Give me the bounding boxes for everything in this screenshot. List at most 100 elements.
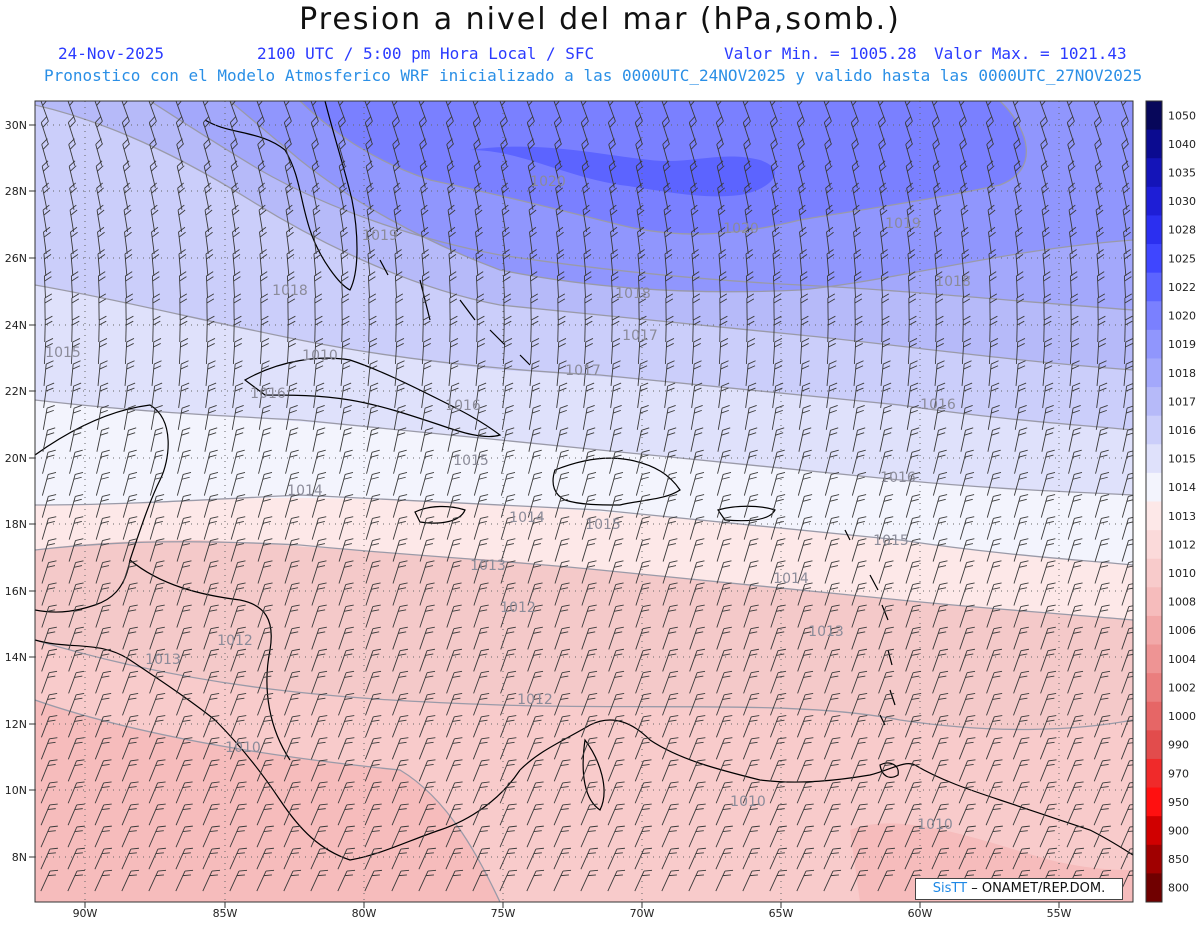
colorbar-label: 1006 [1168,624,1196,637]
wind-barb [1120,101,1129,122]
colorbar-swatch [1146,844,1162,874]
wind-barb [175,116,184,144]
wind-barb [151,338,162,365]
wind-barb [850,101,859,122]
wind-barb [610,226,618,254]
wind-barb [474,204,483,232]
wind-barb [232,249,241,277]
lesser-antilles [844,529,896,726]
wind-barb [231,204,240,232]
wind-barb [121,116,130,144]
colorbar-swatch [1146,301,1162,331]
wind-barb [43,360,54,386]
wind-barb [959,160,968,188]
wind-barb [988,226,996,254]
wind-barb [503,293,512,321]
wind-barb [904,101,913,122]
longitude-labels: 90W 85W 80W 75W 70W 65W 60W 55W [73,902,1072,920]
wind-barb [70,360,81,386]
wind-barb [933,204,942,232]
wind-barb [1120,116,1129,144]
wind-barb [1069,338,1080,365]
wind-barb [824,160,833,188]
wind-barb [421,360,432,386]
contour-label: 1013 [808,624,844,640]
wind-barb [798,204,807,232]
wind-barb [1015,338,1026,365]
wind-barb [286,360,297,386]
colorbar-label: 1028 [1168,224,1196,237]
wind-barb [746,315,755,343]
wind-barb [934,226,942,254]
central-america-coast [35,639,521,861]
wind-barb [1039,116,1048,144]
wind-barb [313,360,324,386]
wind-barb [664,226,672,254]
wind-barb [310,101,319,122]
wind-barb [1123,249,1132,277]
wind-barb [203,160,212,188]
contour-label: 1017 [565,363,601,379]
wind-barb [395,293,404,321]
wind-barb [446,160,455,188]
wind-barb [418,101,427,122]
wind-barb [907,271,916,299]
wind-barb [313,338,324,365]
wind-barb [313,226,321,254]
wind-barb [499,101,508,122]
wind-barb [421,271,430,299]
wind-barb [204,204,213,232]
wind-barb [205,226,213,254]
wind-barb [985,101,994,122]
colorbar-label: 1014 [1168,481,1196,494]
wind-barb [661,116,670,144]
wind-barb [636,182,644,210]
wind-barb [44,293,53,321]
wind-barb [1041,182,1049,210]
wind-barb [610,338,621,365]
contour-label: 1020 [530,174,566,190]
wind-barb [607,116,616,144]
colorbar-label: 1019 [1168,338,1196,351]
wind-barb [364,116,373,144]
wind-barb [692,315,701,343]
wind-barb [530,293,539,321]
wind-barb [665,293,674,321]
wind-barb [366,182,374,210]
wind-barb [851,160,860,188]
wind-barb [826,271,835,299]
lat-label: 24N [5,319,27,332]
wind-barb [68,160,77,188]
wind-barb [528,204,537,232]
wind-barb [287,293,296,321]
wind-barb [580,116,589,144]
wind-barb [43,338,54,365]
wind-barb [985,116,994,144]
wind-barb [772,338,783,365]
wind-barb [44,315,53,343]
contour-label: 1016 [880,470,916,486]
wind-barb [1066,116,1075,144]
wind-barb [40,116,49,144]
wind-barb [312,182,320,210]
wind-barb [232,271,241,299]
wind-barb [97,249,106,277]
wind-barb [745,338,756,365]
wind-barb [340,338,351,365]
wind-barb [688,116,697,144]
wind-barb [908,293,917,321]
wind-barb [663,204,672,232]
wind-barb [367,226,375,254]
wind-barb [609,182,617,210]
wind-barb [636,204,645,232]
wind-barb [715,116,724,144]
wind-barb [689,160,698,188]
wind-barb [826,338,837,365]
wind-barb [1122,204,1131,232]
wind-barb [584,293,593,321]
colorbar-swatch [1146,816,1162,846]
jamaica-coast [414,505,466,524]
wind-barb [907,226,915,254]
wind-barb [259,360,270,386]
wind-barb [988,249,997,277]
